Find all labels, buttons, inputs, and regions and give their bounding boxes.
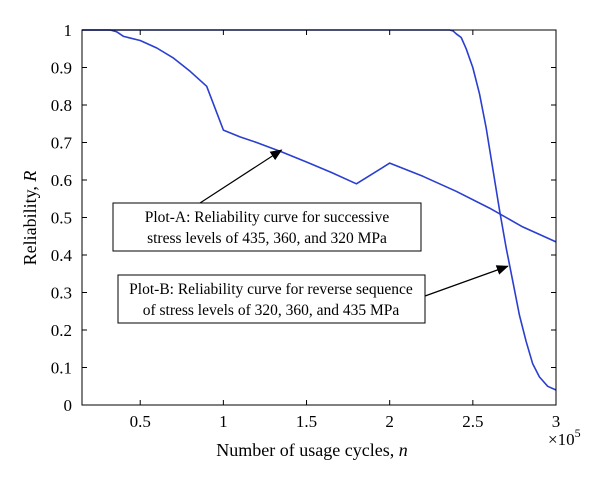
y-tick-label: 0.8 — [51, 96, 72, 115]
series-line-1 — [82, 29, 557, 243]
x-tick-label: 0.5 — [130, 412, 151, 431]
x-axis-variable: n — [399, 440, 408, 460]
y-tick-label: 0.1 — [51, 359, 72, 378]
series-layer — [82, 29, 557, 391]
y-tick-label: 1 — [64, 21, 73, 40]
annotation-b-arrow — [424, 265, 509, 297]
annotation-a-line-1: Plot-A: Reliability curve for successive — [145, 209, 390, 226]
ticks-layer — [82, 29, 557, 406]
x-tick-label: 2 — [385, 412, 394, 431]
x-axis-label: Number of usage cycles, n — [216, 440, 407, 460]
x-axis-multiplier-exponent: 5 — [575, 426, 581, 440]
y-tick-label: 0 — [64, 396, 73, 415]
annotation-a-box — [112, 202, 422, 252]
x-axis-multiplier: ×105 — [548, 426, 581, 449]
y-tick-label: 0.6 — [51, 171, 72, 190]
series-line-2 — [82, 29, 557, 391]
y-axis-label: Reliability, R — [20, 171, 40, 266]
y-tick-label: 0.3 — [51, 284, 72, 303]
annotation-a-arrow — [199, 149, 283, 204]
y-tick-label: 0.2 — [51, 321, 72, 340]
x-tick-label: 3 — [552, 412, 561, 431]
annotation-a-line-2: stress levels of 435, 360, and 320 MPa — [147, 230, 387, 247]
annotation-b-box — [117, 274, 426, 324]
annotation-b: Plot-B: Reliability curve for reverse se… — [117, 265, 509, 324]
y-axis-variable: R — [20, 171, 40, 183]
annotation-a: Plot-A: Reliability curve for successive… — [112, 149, 422, 252]
x-tick-label: 2.5 — [462, 412, 483, 431]
x-tick-label: 1 — [219, 412, 228, 431]
y-tick-label: 0.5 — [51, 209, 72, 228]
x-tick-labels: 0.5 1 1.5 2 2.5 3 — [130, 412, 561, 431]
annotation-b-line-1: Plot-B: Reliability curve for reverse se… — [129, 281, 413, 298]
y-tick-label: 0.7 — [51, 134, 73, 153]
y-tick-labels: 0 0.1 0.2 0.3 0.4 0.5 0.6 0.7 0.8 0.9 1 — [51, 21, 73, 415]
x-tick-label: 1.5 — [296, 412, 317, 431]
y-tick-label: 0.4 — [51, 246, 73, 265]
y-tick-label: 0.9 — [51, 59, 72, 78]
annotation-b-line-2: of stress levels of 320, 360, and 435 MP… — [143, 302, 400, 319]
